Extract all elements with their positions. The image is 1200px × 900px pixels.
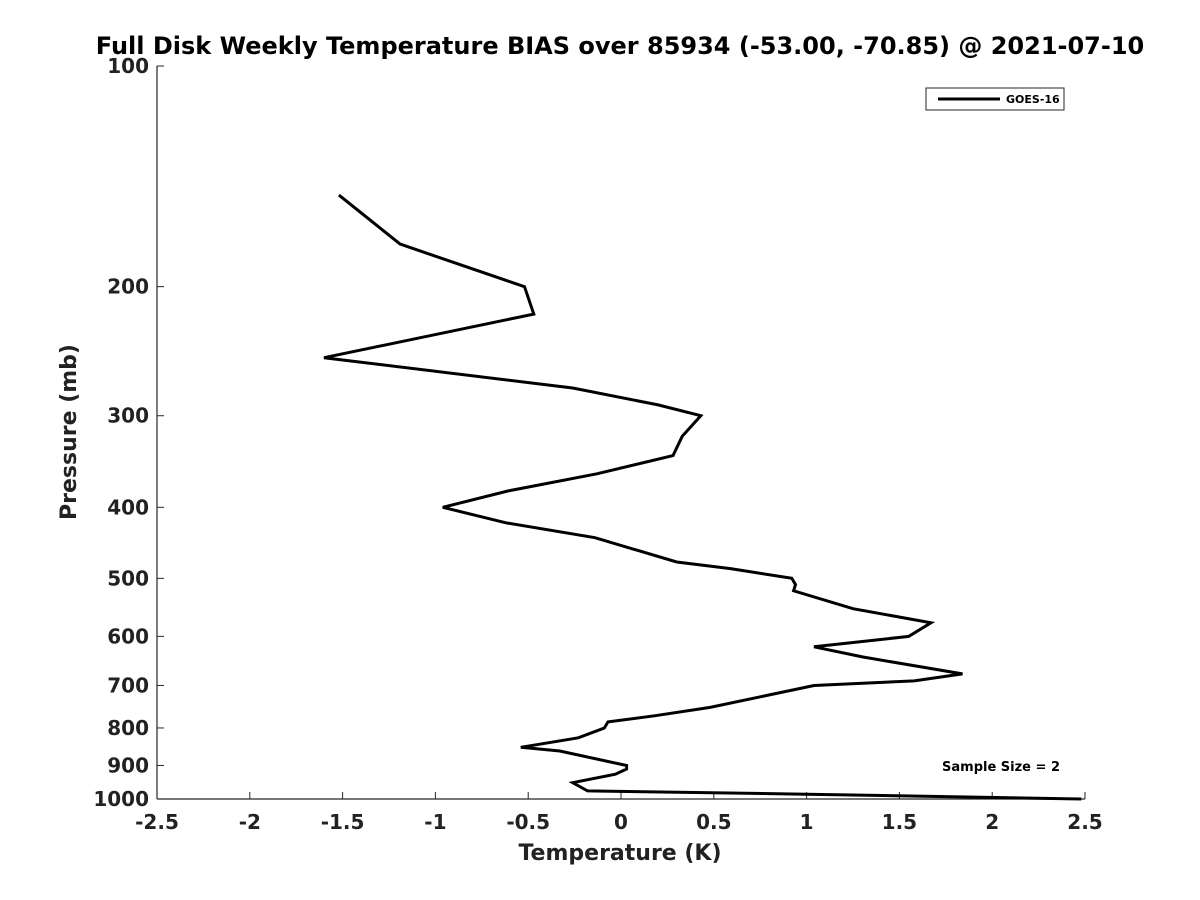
axes: -2.5 -2 -1.5 -1 -0.5 0 0.5 1 1.5 2 2.5 100 200 300 400… — [93, 54, 1102, 834]
y-tick-label: 700 — [107, 673, 149, 697]
y-tick-label: 500 — [107, 566, 149, 590]
y-tick-label: 600 — [107, 624, 149, 648]
x-tick-label: 1 — [800, 810, 814, 834]
sample-size-annotation: Sample Size = 2 — [942, 760, 1060, 775]
series-layer — [323, 193, 1082, 801]
x-tick-label: -0.5 — [506, 810, 550, 834]
legend: GOES-16 — [925, 87, 1065, 111]
y-tick-label: 200 — [107, 275, 149, 299]
x-tick-label: 2.5 — [1067, 810, 1102, 834]
x-tick-label: 2 — [985, 810, 999, 834]
series-line — [323, 193, 1082, 801]
x-tick-label: -1 — [424, 810, 446, 834]
x-tick-label: -2 — [239, 810, 261, 834]
x-tick-label: -2.5 — [135, 810, 179, 834]
x-tick-label: 1.5 — [882, 810, 917, 834]
y-tick-label: 1000 — [93, 787, 149, 811]
legend-label: GOES-16 — [1006, 93, 1060, 106]
y-tick-label: 400 — [107, 495, 149, 519]
y-tick-label: 300 — [107, 404, 149, 428]
x-axis-label: Temperature (K) — [518, 841, 721, 866]
y-axis-label: Pressure (mb) — [57, 344, 82, 520]
y-tick-label: 900 — [107, 753, 149, 777]
chart-title: Full Disk Weekly Temperature BIAS over 8… — [96, 32, 1144, 60]
y-tick-label: 100 — [107, 54, 149, 78]
x-tick-label: 0 — [614, 810, 628, 834]
x-tick-label: -1.5 — [321, 810, 365, 834]
x-tick-label: 0.5 — [696, 810, 731, 834]
y-tick-label: 800 — [107, 716, 149, 740]
